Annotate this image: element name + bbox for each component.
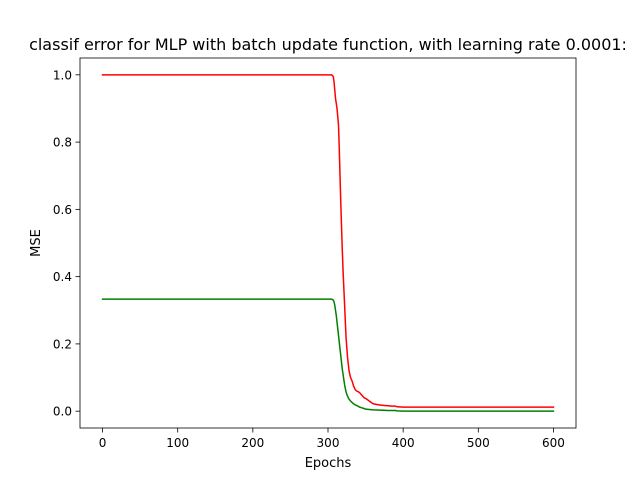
y-axis-label: MSE [29, 229, 44, 257]
y-tick-label: 0.4 [53, 270, 72, 284]
y-tick-label: 0.6 [53, 203, 72, 217]
chart-title: classif error for MLP with batch update … [29, 35, 627, 54]
x-tick-label: 600 [542, 436, 565, 450]
y-tick-label: 0.8 [53, 136, 72, 150]
series-line-1 [101, 74, 555, 408]
x-tick-label: 300 [317, 436, 340, 450]
series-layer [101, 74, 555, 412]
y-axis-ticks: 0.0 0.2 0.4 0.6 0.8 1.0 [53, 68, 80, 419]
x-tick-label: 0 [99, 436, 107, 450]
x-tick-label: 100 [166, 436, 189, 450]
x-tick-label: 400 [392, 436, 415, 450]
x-tick-label: 200 [241, 436, 264, 450]
y-tick-label: 0.0 [53, 405, 72, 419]
x-tick-label: 500 [467, 436, 490, 450]
x-axis-ticks: 0 100 200 300 400 500 600 [99, 428, 565, 450]
series-line-2 [101, 298, 555, 412]
x-axis-label: Epochs [305, 456, 352, 471]
y-tick-label: 0.2 [53, 337, 72, 351]
y-tick-label: 1.0 [53, 68, 72, 82]
